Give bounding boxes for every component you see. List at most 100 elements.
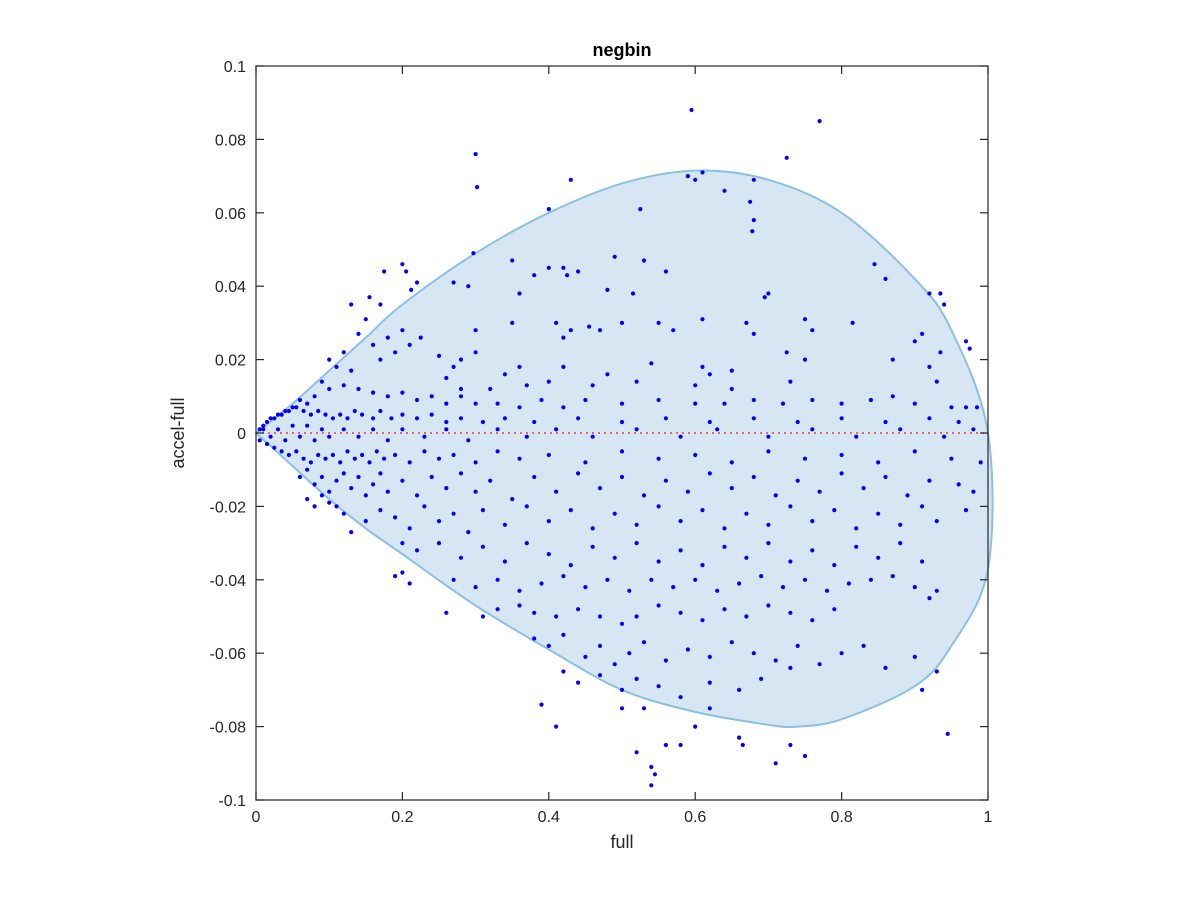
data-point [898, 541, 903, 546]
data-point [663, 269, 669, 274]
data-point [473, 585, 478, 590]
data-point [371, 482, 376, 487]
data-point [418, 335, 423, 340]
data-point [934, 588, 939, 593]
data-point [327, 386, 332, 392]
data-point [297, 434, 302, 439]
data-point [374, 449, 379, 454]
data-point [689, 107, 694, 113]
data-point [912, 339, 917, 344]
data-point [436, 456, 442, 461]
data-point [700, 508, 705, 513]
data-point [678, 519, 683, 524]
y-tick-label: 0.02 [215, 353, 246, 370]
data-point [367, 295, 372, 300]
data-point [619, 401, 625, 406]
data-point [872, 262, 877, 267]
data-point [488, 478, 493, 483]
data-point [656, 456, 661, 461]
data-point [942, 434, 947, 439]
data-point [404, 269, 409, 274]
data-point [766, 541, 771, 546]
data-point [810, 618, 815, 623]
data-point [751, 651, 756, 656]
data-point [810, 548, 815, 553]
data-point [890, 357, 895, 362]
data-point [268, 416, 273, 421]
data-point [356, 474, 361, 480]
data-point [436, 519, 442, 524]
data-point [367, 460, 372, 465]
data-point [722, 526, 727, 531]
data-point [678, 548, 683, 553]
data-point [349, 486, 354, 491]
data-point [422, 504, 427, 509]
y-tick-label: -0.04 [210, 573, 247, 590]
data-point [700, 170, 705, 175]
data-point [707, 471, 712, 476]
data-point [510, 320, 515, 325]
data-point [876, 511, 881, 516]
data-point [436, 353, 442, 358]
data-point [762, 295, 767, 300]
data-point [619, 621, 625, 626]
data-point [283, 408, 288, 414]
data-point [759, 676, 764, 682]
data-point [693, 383, 698, 388]
data-point [898, 427, 903, 432]
data-point [576, 680, 581, 685]
data-point [630, 291, 636, 296]
data-point [590, 526, 595, 531]
data-point [349, 368, 354, 373]
data-point [846, 581, 852, 586]
data-point [471, 251, 476, 256]
data-point [316, 452, 321, 458]
data-point [385, 335, 390, 340]
y-tick-label: -0.02 [210, 499, 247, 516]
data-point [868, 577, 874, 582]
data-point [356, 386, 361, 392]
data-point [323, 456, 328, 461]
data-point [436, 541, 442, 546]
data-point [784, 155, 789, 160]
data-point [389, 416, 394, 421]
data-point [532, 474, 537, 480]
data-point [737, 735, 742, 740]
data-point [554, 320, 559, 325]
data-point [524, 383, 529, 388]
data-point [612, 662, 617, 667]
data-point [751, 397, 756, 403]
points-layer [257, 107, 983, 788]
data-point [568, 563, 573, 568]
data-point [612, 555, 617, 560]
data-point [495, 449, 500, 454]
data-point [429, 394, 434, 399]
y-tick-label: 0.04 [215, 279, 246, 296]
data-point [338, 460, 343, 465]
data-point [949, 405, 954, 410]
x-tick-label: 0.8 [830, 809, 852, 826]
data-point [788, 504, 793, 509]
data-point [656, 603, 661, 608]
data-point [546, 643, 551, 649]
data-point [693, 577, 698, 582]
data-point [565, 273, 570, 278]
data-point [597, 643, 603, 649]
data-point [590, 544, 595, 549]
data-point [305, 423, 310, 428]
data-point [927, 291, 932, 296]
data-point [810, 519, 815, 524]
data-point [619, 449, 625, 454]
data-point [561, 669, 566, 674]
data-point [393, 350, 398, 355]
data-point [839, 401, 844, 406]
data-point [678, 695, 683, 700]
data-point [956, 482, 961, 487]
data-point [795, 643, 800, 649]
data-point [693, 724, 698, 729]
data-point [561, 335, 566, 340]
data-point [524, 434, 529, 439]
data-point [378, 471, 383, 476]
data-point [378, 408, 383, 414]
